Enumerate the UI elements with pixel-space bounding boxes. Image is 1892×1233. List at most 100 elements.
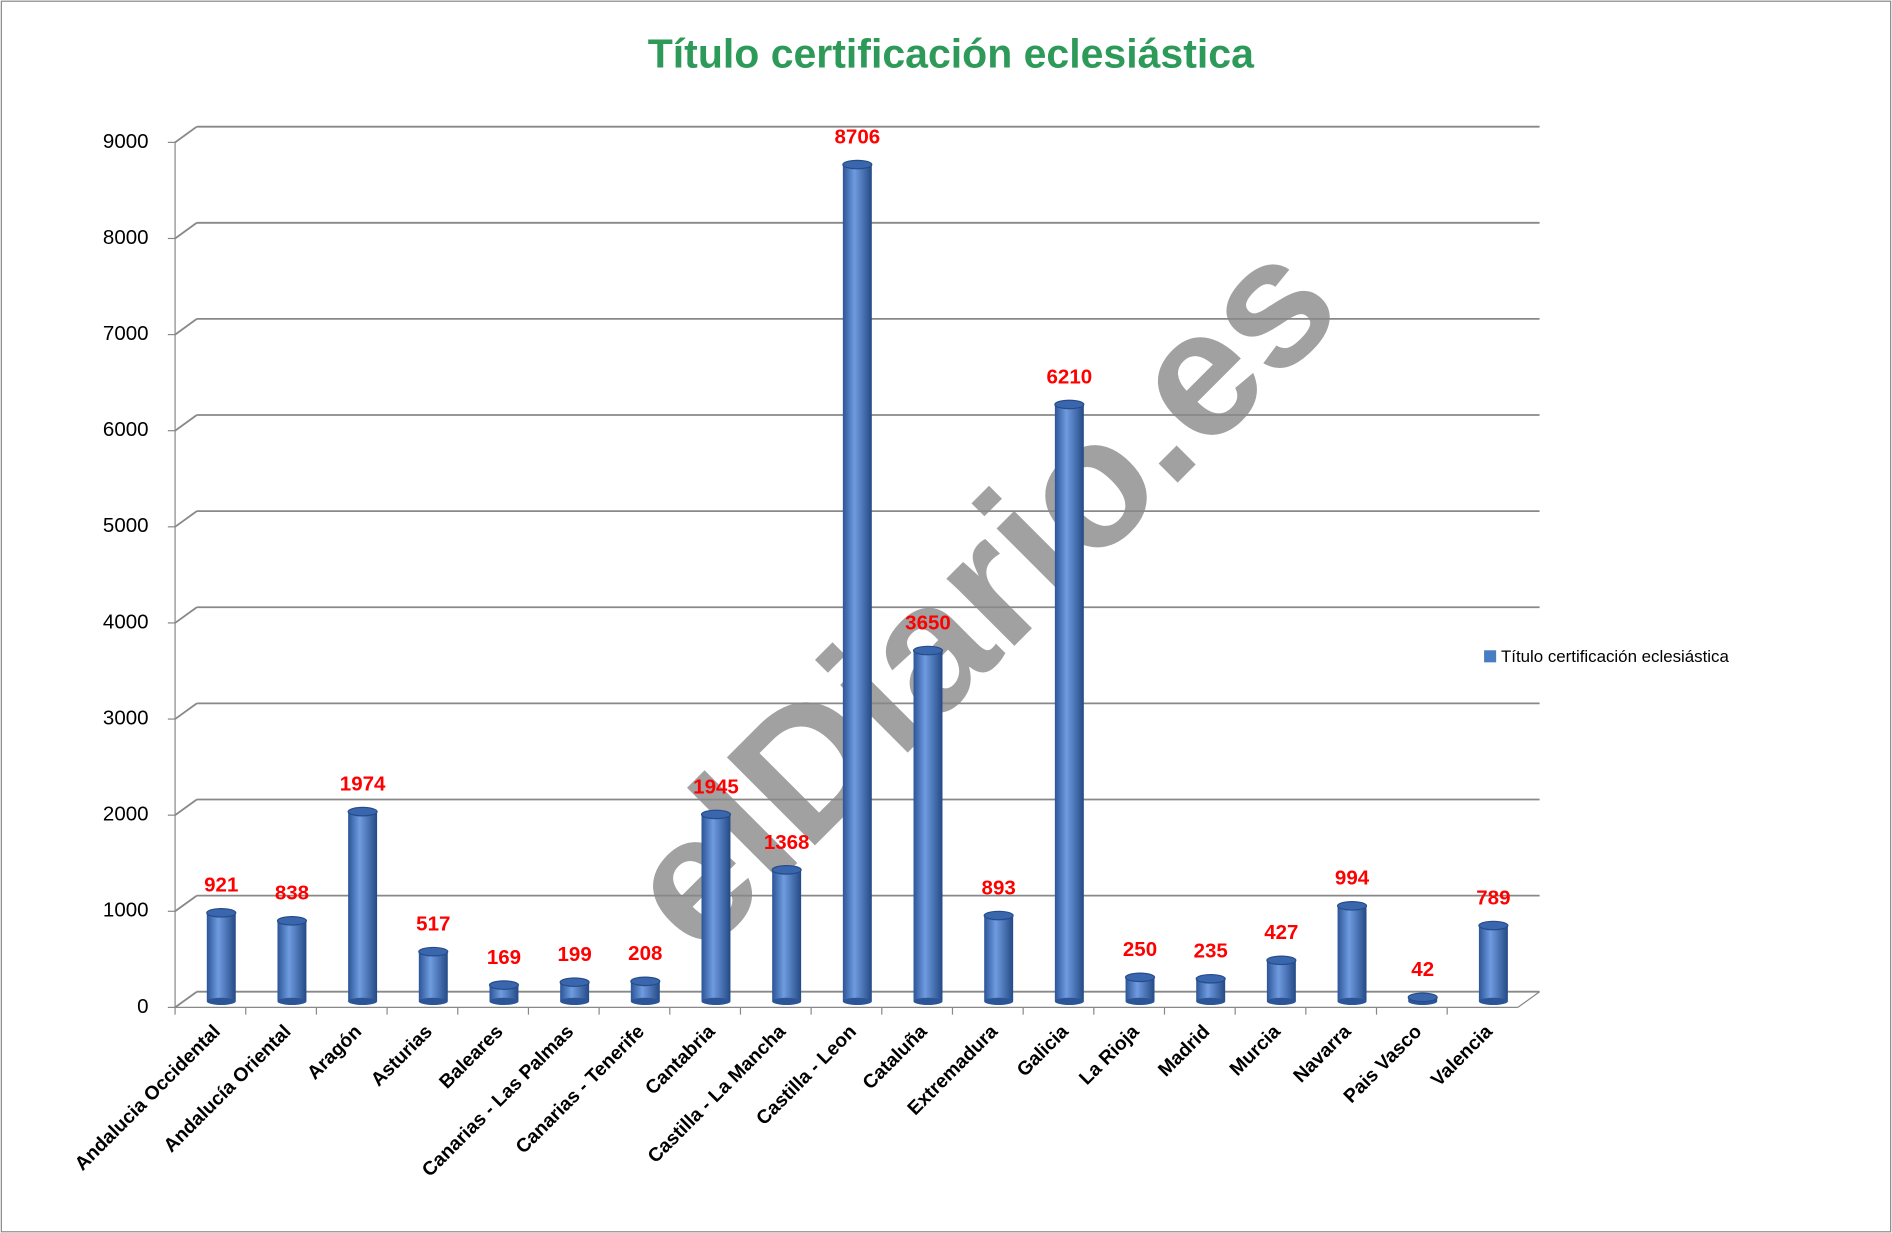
- bar-base: [489, 997, 519, 1005]
- data-label: 427: [1264, 921, 1298, 944]
- bar-base: [1337, 997, 1367, 1005]
- grid-line-depth: [174, 702, 198, 720]
- bar-top: [771, 865, 802, 875]
- bar: [912, 645, 944, 1005]
- bar: [206, 908, 237, 1005]
- bar-base: [1266, 997, 1296, 1005]
- bar-base: [206, 997, 236, 1005]
- data-label: 169: [487, 946, 521, 969]
- grid-line-depth: [174, 414, 198, 432]
- bar-body: [560, 982, 590, 1002]
- y-tick-label: 9000: [103, 130, 149, 153]
- bar-top: [1054, 399, 1085, 410]
- data-label: 235: [1194, 940, 1228, 963]
- y-tick-label: 1000: [103, 899, 149, 922]
- bar-base: [348, 997, 378, 1005]
- y-tick-label: 0: [137, 995, 148, 1018]
- data-label: 838: [275, 882, 309, 905]
- bar-body: [1054, 404, 1084, 1002]
- bar-top: [983, 910, 1014, 921]
- bar-base: [1196, 997, 1226, 1005]
- bar-body: [630, 981, 660, 1002]
- bar-base: [418, 997, 448, 1005]
- y-tick-label: 6000: [103, 418, 149, 441]
- grid-line-depth: [174, 990, 198, 1009]
- data-label: 921: [204, 874, 238, 897]
- legend-swatch: [1484, 650, 1497, 663]
- grid-line-depth: [174, 798, 198, 816]
- bar-base: [772, 997, 802, 1005]
- y-tick-label: 4000: [103, 610, 149, 633]
- bar-base: [560, 997, 590, 1005]
- bar-top: [842, 159, 873, 170]
- x-axis-depth: [1517, 991, 1540, 1008]
- legend-label: Título certificación eclesiástica: [1501, 647, 1730, 666]
- bar: [700, 809, 732, 1005]
- bar-body: [984, 915, 1014, 1002]
- bar-body: [1337, 905, 1367, 1002]
- bar-top: [1124, 972, 1156, 983]
- bar-body: [1266, 960, 1296, 1002]
- bar-body: [418, 951, 448, 1002]
- data-label: 199: [558, 943, 592, 966]
- bar-body: [206, 912, 236, 1002]
- bar-top: [488, 980, 520, 990]
- bar: [1266, 955, 1297, 1005]
- data-label: 1368: [764, 831, 810, 854]
- bar-base: [913, 997, 943, 1005]
- bar: [1054, 399, 1085, 1005]
- bar-top: [559, 977, 590, 988]
- bar-top: [1478, 920, 1509, 931]
- data-label: 3650: [905, 611, 951, 634]
- bar-body: [913, 650, 943, 1002]
- bar-base: [630, 997, 660, 1005]
- grid-line-depth: [174, 606, 198, 624]
- bar-body: [277, 920, 307, 1002]
- data-label: 250: [1123, 938, 1157, 961]
- y-tick-label: 5000: [103, 514, 149, 537]
- bar-body: [348, 811, 378, 1002]
- data-label: 994: [1335, 867, 1370, 890]
- bar-body: [1196, 978, 1226, 1002]
- bar-top: [700, 809, 732, 820]
- bar-top: [1195, 973, 1226, 984]
- grid-line-depth: [174, 894, 198, 913]
- bar-base: [842, 997, 872, 1005]
- bar-base: [277, 997, 307, 1005]
- bar: [1195, 973, 1226, 1005]
- bar-base: [701, 997, 731, 1005]
- bar: [771, 865, 802, 1005]
- bar-body: [772, 869, 802, 1002]
- bar: [1124, 972, 1156, 1005]
- bar: [842, 159, 873, 1005]
- grid-line-depth: [174, 318, 198, 336]
- bar-top: [1266, 955, 1297, 966]
- grid-line-depth: [174, 222, 198, 240]
- grid-line-depth: [174, 510, 198, 528]
- bar-top: [276, 915, 308, 926]
- bar: [1478, 920, 1509, 1005]
- data-label: 1945: [693, 775, 739, 798]
- chart-title: Título certificación eclesiástica: [648, 31, 1255, 77]
- bar-top: [206, 908, 237, 918]
- bar: [630, 976, 661, 1005]
- bar-top: [1407, 992, 1438, 1003]
- bar: [983, 910, 1014, 1005]
- bar: [1407, 992, 1438, 1005]
- y-tick-label: 7000: [103, 322, 149, 345]
- bar: [1336, 900, 1368, 1005]
- y-tick-label: 3000: [103, 706, 149, 729]
- bar-top: [912, 645, 944, 656]
- bar: [347, 806, 378, 1005]
- bar-body: [842, 164, 872, 1002]
- bar-base: [1125, 997, 1155, 1005]
- data-label: 208: [628, 942, 662, 965]
- bar-base: [1054, 997, 1084, 1005]
- data-label: 8706: [835, 125, 881, 148]
- data-label: 42: [1411, 958, 1434, 981]
- y-tick-label: 8000: [103, 226, 149, 249]
- bar: [559, 977, 590, 1005]
- bar: [276, 915, 308, 1005]
